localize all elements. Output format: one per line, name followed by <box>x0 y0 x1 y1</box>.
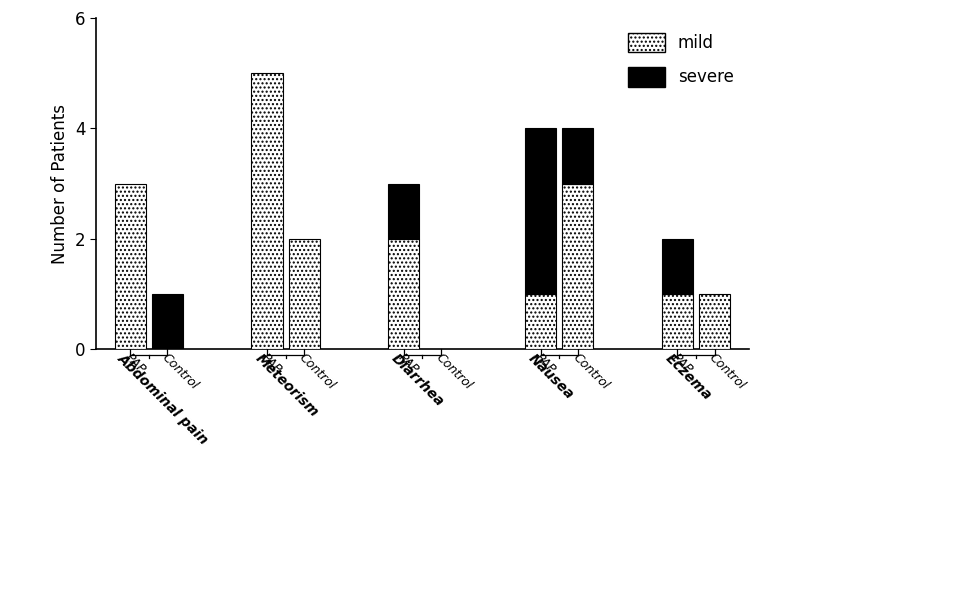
Bar <box>563 184 593 349</box>
Bar <box>289 239 320 349</box>
Legend: mild, severe: mild, severe <box>621 26 740 93</box>
Text: Abdominal pain: Abdominal pain <box>115 352 211 447</box>
Bar <box>388 184 420 239</box>
Bar <box>114 184 146 349</box>
Text: PAP: PAP <box>396 352 421 377</box>
Text: Control: Control <box>570 352 612 393</box>
Text: Control: Control <box>159 352 201 393</box>
Text: Nausea: Nausea <box>526 352 576 402</box>
Bar <box>661 239 693 294</box>
Text: PAP: PAP <box>669 352 695 377</box>
Bar <box>388 239 420 349</box>
Text: Meteorism: Meteorism <box>252 352 321 420</box>
Bar <box>563 128 593 184</box>
Bar <box>252 73 282 349</box>
Text: Control: Control <box>433 352 474 393</box>
Y-axis label: Number of Patients: Number of Patients <box>52 104 69 264</box>
Text: PAP: PAP <box>259 352 284 377</box>
Text: Control: Control <box>297 352 338 393</box>
Bar <box>525 294 556 349</box>
Bar <box>661 294 693 349</box>
Bar <box>152 294 183 349</box>
Text: Control: Control <box>707 352 748 393</box>
Bar <box>525 128 556 294</box>
Text: PAP: PAP <box>533 352 558 377</box>
Text: PAP: PAP <box>122 352 148 377</box>
Text: Eczema: Eczema <box>662 352 714 403</box>
Bar <box>699 294 731 349</box>
Text: Diarrhea: Diarrhea <box>389 352 446 409</box>
